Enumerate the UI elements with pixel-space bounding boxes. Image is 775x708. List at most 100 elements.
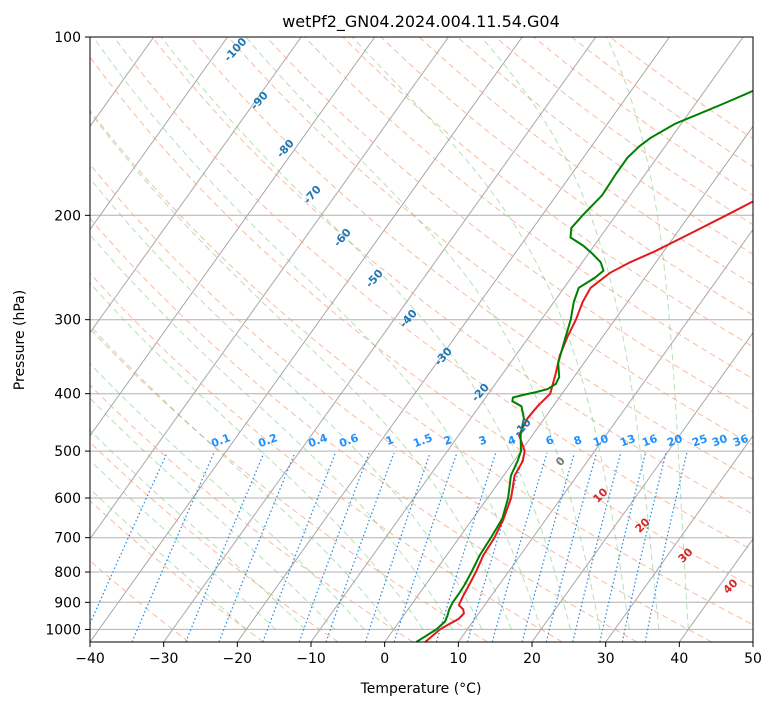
plot-frame: [89, 36, 754, 643]
mixing-ratio-label: 2: [442, 433, 454, 448]
x-tick-label: 40: [670, 651, 688, 667]
moist-adiabat-line: [160, 37, 571, 630]
mixing-ratio-line: [262, 452, 336, 642]
isotherm-line: [384, 125, 753, 642]
dry-adiabat-line: [304, 37, 753, 380]
dry-adiabat-line: [609, 37, 753, 140]
mixing-ratio-line: [572, 452, 622, 642]
isotherm-line: [678, 537, 753, 642]
moist-adiabat-line: [90, 459, 277, 630]
dry-adiabat-line: [90, 56, 753, 588]
y-tick-label: 100: [54, 30, 81, 46]
moist-adiabat-line: [90, 233, 454, 630]
y-tick-label: 900: [54, 595, 81, 611]
mixing-ratio-label: 16: [640, 432, 659, 450]
moist-adiabat-line: [90, 397, 336, 630]
x-tick-label: −40: [75, 651, 105, 667]
dry-adiabat-line: [228, 37, 753, 446]
moist-adiabat-line: [606, 37, 689, 630]
temperature-profile-line: [424, 200, 753, 642]
moist-adiabat-line: [90, 429, 306, 630]
mixing-ratio-label: 0.4: [306, 431, 329, 450]
isotherm-line: [0, 37, 7, 642]
dry-adiabat-line: [266, 37, 753, 413]
y-axis: 100 200 300 400 500 600 700 800 900 1000: [45, 30, 90, 638]
y-tick-label: 800: [54, 565, 81, 581]
dry-adiabat-line: [113, 37, 753, 551]
y-tick-label: 600: [54, 491, 81, 507]
moist-adiabat-line: [90, 177, 483, 630]
dry-adiabat-line: [571, 37, 753, 168]
y-tick-label: 300: [54, 313, 81, 329]
x-tick-label: 0: [380, 651, 389, 667]
mixing-ratio-label: 30: [710, 432, 729, 450]
y-tick-label: 500: [54, 444, 81, 460]
isotherm-line: [752, 641, 753, 642]
dry-adiabat-line: [90, 109, 753, 626]
y-tick-label: 1000: [45, 622, 81, 638]
dry-adiabat-line: [90, 328, 488, 642]
isotherm-line: [90, 37, 228, 231]
mixing-ratio-label: 8: [572, 433, 584, 448]
moist-adiabat-line: [92, 37, 542, 630]
x-axis: −40 −30 −20 −10 0 10 20 30 40 50: [75, 642, 762, 667]
dry-adiabat-line: [189, 37, 753, 480]
isotherm-line: [531, 331, 753, 642]
mixing-ratio-label: 20: [665, 432, 684, 450]
mixing-ratio-line: [364, 452, 431, 642]
isotherm-line: [90, 37, 523, 642]
mixing-ratio-label: 36: [731, 432, 750, 450]
mixing-ratio-label: 0.6: [337, 431, 360, 450]
dry-adiabat-line: [90, 163, 712, 642]
mixing-ratio-label: 25: [690, 432, 709, 449]
mixing-ratio-line: [325, 452, 395, 642]
dry-adiabat-line: [533, 37, 753, 196]
isotherm-line: [90, 37, 449, 540]
dewpoint-profile-line: [415, 89, 753, 642]
y-tick-label: 400: [54, 387, 81, 403]
y-axis-label: Pressure (hPa): [12, 290, 28, 390]
x-tick-label: 30: [597, 651, 615, 667]
x-tick-label: −30: [149, 651, 179, 667]
mixing-ratio-line: [521, 452, 575, 642]
y-tick-label: 700: [54, 531, 81, 547]
x-tick-label: −10: [296, 651, 326, 667]
moist-adiabat-line: [90, 324, 394, 630]
x-axis-label: Temperature (°C): [360, 681, 482, 697]
mixing-ratio-label: 13: [618, 432, 637, 449]
mixing-ratio-line: [435, 452, 497, 642]
moist-adiabat-line: [90, 363, 365, 630]
isotherm-line: [457, 228, 753, 642]
moist-adiabat-line: [351, 37, 630, 630]
dry-adiabat-line: [90, 500, 264, 642]
moist-adiabat-line: [90, 282, 424, 630]
mixing-ratio-label: 10: [591, 432, 610, 450]
mixing-ratio-line: [90, 452, 168, 626]
dry-adiabat-line: [342, 37, 753, 348]
mixing-ratio-line: [393, 452, 458, 642]
moist-adiabat-line: [245, 37, 601, 630]
isotherm-line: [236, 37, 670, 642]
mixing-ratio-label: 0.1: [209, 431, 232, 450]
mixing-ratio-line: [545, 452, 598, 642]
chart-title: wetPf2_GN04.2024.004.11.54.G04: [282, 12, 560, 32]
mixing-ratio-label: 4: [506, 433, 518, 448]
mixing-ratio-label: 0.2: [256, 431, 279, 450]
mixing-ratio-line: [298, 452, 370, 642]
moist-adiabat-line: [90, 111, 512, 630]
x-tick-label: 50: [744, 651, 762, 667]
profile-lines: [415, 89, 753, 642]
mixing-ratio-line: [621, 452, 667, 642]
x-tick-label: 20: [523, 651, 541, 667]
isotherm-line: [90, 37, 302, 334]
mixing-ratio-label: 1: [384, 433, 396, 448]
isotherm-line: [163, 37, 597, 642]
mixing-ratio-line: [466, 452, 525, 642]
dry-adiabat-line: [90, 217, 638, 642]
isotherm-line: [90, 37, 376, 437]
mixing-ratio-line: [491, 452, 548, 642]
mixing-ratio-label: 1.5: [411, 431, 434, 450]
mixing-ratio-line: [599, 452, 647, 642]
background-lines: [90, 37, 753, 642]
